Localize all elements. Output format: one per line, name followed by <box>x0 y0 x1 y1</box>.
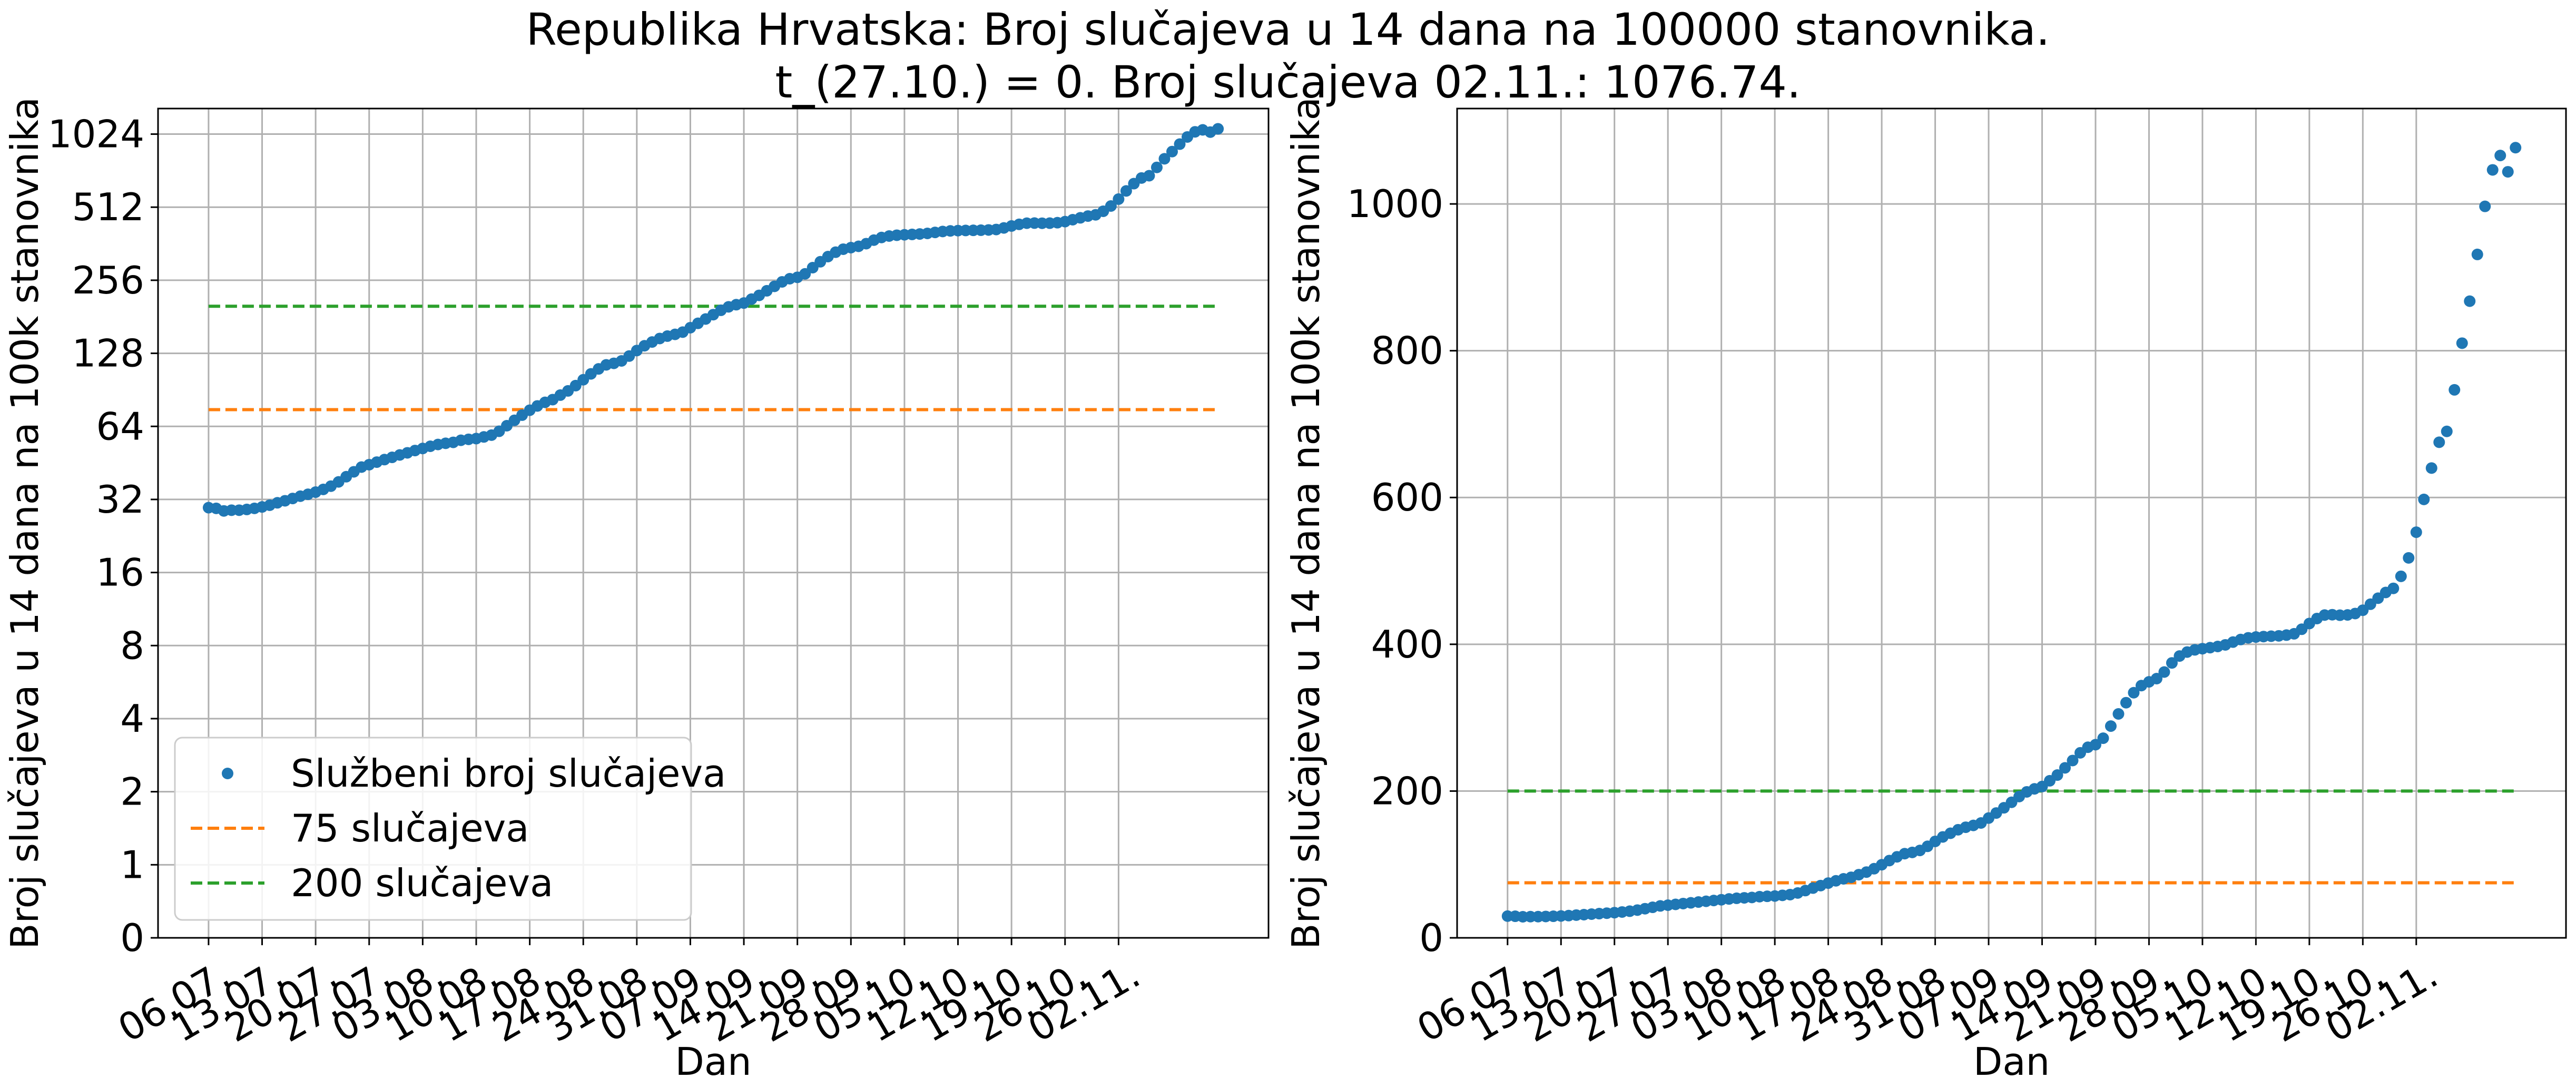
y-tick-label: 128 <box>72 331 144 376</box>
data-point <box>2410 526 2422 538</box>
y-tick-label: 1 <box>120 842 144 887</box>
data-point <box>1105 200 1117 212</box>
series-points-right <box>1501 142 2522 923</box>
data-point <box>2105 720 2117 732</box>
data-point <box>2502 166 2514 178</box>
y-tick-label: 256 <box>72 258 144 302</box>
data-point <box>2486 164 2499 176</box>
data-point <box>2097 732 2109 744</box>
y-tick-label: 1000 <box>1347 182 1443 226</box>
y-tick-label: 32 <box>96 477 144 522</box>
legend-label: 200 slučajeva <box>291 861 553 905</box>
legend: Službeni broj slučajeva 75 slučajeva 200 s… <box>174 737 726 921</box>
grid-right <box>1457 109 2566 939</box>
data-point <box>2441 425 2453 437</box>
x-tick-label: 02.11. <box>2318 952 2445 1051</box>
axes-frame-right <box>1456 107 2567 939</box>
data-point <box>2387 582 2400 594</box>
data-point <box>2464 295 2476 307</box>
data-point <box>2456 337 2468 349</box>
data-point <box>2067 754 2079 767</box>
y-tick-label: 8 <box>120 623 144 668</box>
y-axis-label: Broj slučajeva u 14 dana na 100k stanovn… <box>1284 97 1328 949</box>
legend-label: 75 slučajeva <box>291 806 529 850</box>
data-point <box>2494 150 2506 162</box>
series-points-left <box>202 123 1224 517</box>
axes-frame-left <box>157 107 1270 939</box>
chart-right-linear: 0200400600800100006.07.13.07.20.07.27.07… <box>1284 97 2567 1084</box>
y-tick-label: 4 <box>120 697 144 741</box>
data-point <box>2433 436 2445 448</box>
y-tick-label: 200 <box>1371 769 1443 813</box>
data-point <box>1113 193 1125 205</box>
data-point <box>2471 248 2483 260</box>
data-point <box>1166 145 1178 158</box>
y-tick-label: 1024 <box>48 112 144 156</box>
y-tick-label: 64 <box>96 404 144 448</box>
data-point <box>2051 769 2063 781</box>
data-point <box>2089 739 2101 751</box>
data-point <box>2425 462 2437 474</box>
data-point <box>1143 170 1155 182</box>
y-tick-label: 16 <box>96 551 144 595</box>
y-tick-label: 0 <box>1419 916 1443 960</box>
data-point <box>1158 153 1171 165</box>
x-axis-label: Dan <box>675 1040 751 1084</box>
chart-left-log: 01248163264128256512102406.07.13.07.20.0… <box>3 97 1270 1084</box>
data-point <box>2158 666 2170 678</box>
data-point <box>1120 185 1132 197</box>
y-tick-label: 512 <box>72 185 144 229</box>
legend-marker-points <box>222 768 233 779</box>
data-point <box>1174 138 1186 150</box>
data-point <box>1151 161 1163 173</box>
title-line-1: Republika Hrvatska: Broj slučajeva u 14 … <box>526 4 2050 55</box>
data-point <box>2395 570 2407 582</box>
x-axis-label: Dan <box>1973 1040 2050 1084</box>
data-point <box>2510 142 2522 154</box>
data-point <box>2112 708 2125 720</box>
y-tick-label: 800 <box>1371 329 1443 373</box>
x-tick-label: 02.11. <box>1021 952 1147 1051</box>
data-point <box>2418 493 2430 505</box>
y-tick-label: 2 <box>120 770 144 814</box>
data-point <box>2120 697 2132 709</box>
data-point <box>2479 200 2491 212</box>
title-line-2: t_(27.10.) = 0. Broj slučajeva 02.11.: 1… <box>775 56 1801 108</box>
data-point <box>2166 657 2178 669</box>
y-axis-label: Broj slučajeva u 14 dana na 100k stanovn… <box>3 97 47 949</box>
y-tick-label: 400 <box>1371 622 1443 666</box>
data-point <box>2449 384 2461 396</box>
data-point <box>1212 123 1224 135</box>
legend-label: Službeni broj slučajeva <box>291 751 726 796</box>
data-point <box>2128 687 2140 699</box>
y-tick-label: 600 <box>1371 475 1443 520</box>
y-tick-label: 0 <box>120 916 144 960</box>
data-point <box>2059 762 2071 774</box>
legend-box <box>174 737 692 921</box>
data-point <box>2403 552 2415 564</box>
figure-title: Republika Hrvatska: Broj slučajeva u 14 … <box>0 3 2576 109</box>
data-point <box>2150 673 2162 685</box>
